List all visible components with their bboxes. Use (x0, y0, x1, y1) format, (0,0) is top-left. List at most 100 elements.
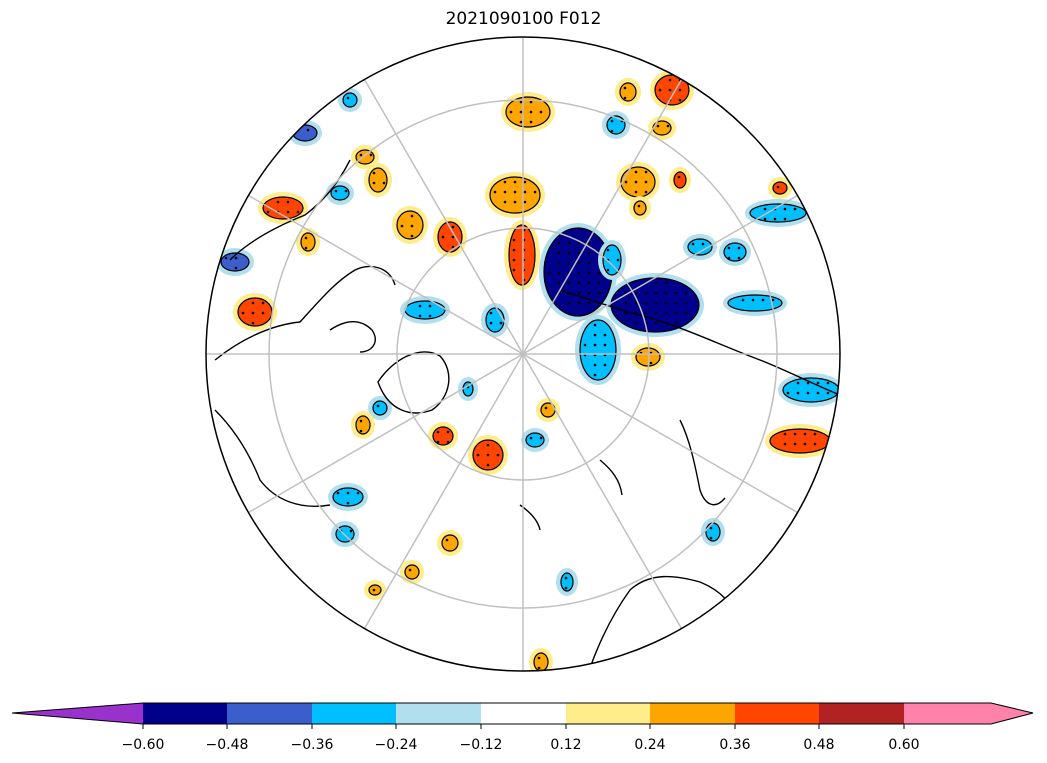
anomaly-core (782, 377, 840, 403)
significance-dot (816, 391, 820, 395)
colorbar-swatch (312, 703, 396, 724)
scandinavia-coast (589, 575, 741, 669)
meridian-line (362, 353, 524, 632)
anomaly-region (351, 411, 375, 439)
anomaly-region (437, 530, 463, 556)
anomaly-core (673, 171, 687, 189)
significance-dot (304, 246, 308, 250)
significance-dot (603, 363, 607, 367)
anomaly-region (485, 172, 545, 218)
significance-dot (786, 391, 790, 395)
significance-dot (523, 180, 527, 184)
significance-dot (684, 291, 688, 295)
anomaly-region (433, 217, 467, 257)
arctic-islands-coast (329, 321, 376, 353)
anomaly-core (220, 252, 250, 272)
graticule (206, 37, 840, 671)
significance-dot (529, 120, 533, 124)
significance-dot (544, 406, 548, 410)
anomaly-region (296, 228, 320, 256)
significance-dot (533, 190, 537, 194)
significance-dot (654, 301, 658, 305)
anomaly-region (723, 290, 787, 316)
anomaly-core (687, 238, 713, 256)
significance-dot (446, 440, 450, 444)
anomaly-region (650, 70, 694, 110)
significance-dot (674, 291, 678, 295)
significance-dot (567, 251, 571, 255)
significance-dot (241, 311, 245, 315)
significance-dot (793, 207, 797, 211)
significance-dot (513, 190, 517, 194)
significance-dot (503, 190, 507, 194)
significance-dot (644, 301, 648, 305)
anomaly-region (719, 238, 751, 266)
colorbar-swatches (12, 703, 1033, 724)
significance-dot (523, 200, 527, 204)
anomaly-core (332, 487, 364, 507)
colorbar-tick-label: −0.36 (291, 737, 334, 753)
significance-dot (529, 436, 533, 440)
significance-dot (587, 291, 591, 295)
significance-dot (654, 291, 658, 295)
significance-dot (776, 185, 780, 189)
anomaly-core (355, 415, 371, 435)
significance-dot (356, 491, 360, 495)
significance-dot (251, 301, 255, 305)
colorbar-tick-label: 0.24 (634, 737, 665, 753)
significance-dot (564, 586, 568, 590)
significance-dot (593, 333, 597, 337)
anomaly-core (262, 196, 304, 220)
significance-dot (727, 246, 731, 250)
colorbar-extend-min (12, 703, 143, 724)
greenland-coast (377, 351, 450, 414)
significance-dot (296, 210, 300, 214)
anomaly-region (428, 422, 458, 450)
anomaly-core (602, 244, 622, 276)
anomaly-region (400, 560, 424, 584)
anomaly-core (723, 242, 747, 262)
significance-dot (476, 453, 480, 457)
significance-dot (557, 281, 561, 285)
significance-dot (771, 298, 775, 302)
colorbar-swatch (481, 703, 566, 724)
significance-dot (664, 301, 668, 305)
anomaly-region (521, 428, 549, 452)
anomaly-region (529, 648, 553, 671)
significance-dot (623, 86, 627, 90)
significance-dot (557, 251, 561, 255)
kamchatka-coast (679, 419, 726, 506)
significance-dot (587, 271, 591, 275)
significance-dot (737, 256, 741, 260)
significance-dot (486, 443, 490, 447)
significance-dot (372, 181, 376, 185)
significance-dot (410, 214, 414, 218)
meridians (206, 37, 840, 671)
significance-dot (276, 200, 280, 204)
significance-dot (666, 124, 670, 128)
anomaly-region (468, 435, 508, 475)
map-boundary (205, 36, 841, 672)
meridian-line (522, 193, 801, 355)
significance-dot (486, 463, 490, 467)
significance-dot (634, 321, 638, 325)
significance-dot (644, 180, 648, 184)
colorbar-swatch (904, 703, 991, 724)
significance-dot (737, 246, 741, 250)
significance-dot (359, 429, 363, 433)
colorbar-tick-label: 0.36 (719, 737, 750, 753)
significance-dot (486, 453, 490, 457)
anomaly-core (355, 149, 375, 165)
significance-dot (513, 180, 517, 184)
significance-dot (451, 225, 455, 229)
significance-dot (806, 391, 810, 395)
anomaly-region (328, 483, 368, 511)
significance-dot (499, 321, 503, 325)
anomaly-region (351, 145, 379, 169)
significance-dot (741, 298, 745, 302)
significance-dot (803, 442, 807, 446)
colorbar-swatch (227, 703, 312, 724)
anomaly-region (536, 398, 560, 422)
significance-dot (513, 200, 517, 204)
